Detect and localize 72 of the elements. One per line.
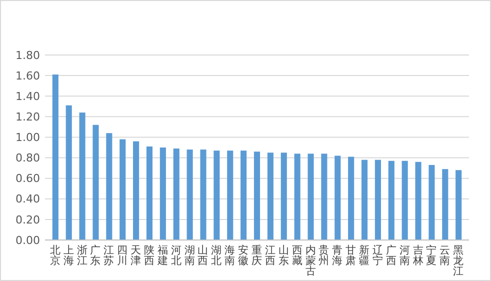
x-tick-label: 河北 — [170, 244, 182, 267]
bar — [52, 74, 58, 240]
bar — [294, 154, 300, 240]
bar — [214, 150, 220, 240]
y-tick-label: 0.20 — [16, 213, 40, 226]
bar — [173, 148, 180, 240]
bar — [66, 105, 72, 240]
bar — [200, 150, 206, 240]
bar — [227, 150, 234, 240]
x-tick-label: 云南 — [440, 244, 451, 267]
bar — [280, 152, 287, 240]
bar — [456, 170, 462, 240]
y-tick-label: 0.80 — [16, 152, 40, 165]
bar — [348, 156, 354, 240]
x-tick-label: 山东 — [278, 244, 290, 267]
bar — [79, 112, 86, 240]
bar — [133, 141, 140, 240]
bar — [388, 160, 394, 240]
x-tick-label: 西藏 — [292, 244, 303, 267]
bar — [442, 169, 448, 240]
x-tick-label: 吉林 — [412, 244, 424, 267]
bar — [321, 154, 328, 240]
bar — [361, 160, 368, 240]
bar — [428, 164, 435, 240]
x-tick-label: 广东 — [90, 244, 102, 267]
y-tick-label: 1.20 — [16, 110, 40, 124]
bar — [240, 150, 247, 240]
bar — [160, 148, 166, 240]
x-tick-label: 湖南 — [184, 244, 196, 267]
x-tick-label: 内蒙古 — [305, 244, 316, 278]
x-tick-label: 青海 — [332, 244, 344, 267]
bar — [267, 152, 274, 240]
y-tick-label: 0.60 — [16, 172, 40, 186]
x-tick-label: 江苏 — [104, 244, 115, 267]
x-tick-label: 黑龙江 — [453, 244, 464, 278]
bar — [374, 160, 381, 240]
bar — [308, 154, 314, 240]
x-tick-label: 辽宁 — [372, 244, 384, 267]
y-tick-label: 0.40 — [16, 192, 40, 206]
bar — [186, 150, 193, 240]
bar — [106, 133, 112, 240]
y-tick-label: 0.00 — [16, 234, 40, 247]
x-tick-label: 湖北 — [211, 244, 222, 267]
x-tick-label: 四川 — [117, 244, 128, 267]
bar — [146, 146, 153, 240]
bar — [92, 124, 99, 240]
x-tick-label: 新疆 — [359, 244, 370, 267]
x-tick-label: 广西 — [386, 244, 397, 267]
x-tick-label: 天津 — [130, 244, 142, 267]
x-tick-label: 陕西 — [144, 244, 155, 267]
x-tick-label: 北京 — [50, 244, 61, 267]
x-tick-label: 江西 — [264, 244, 276, 267]
bar — [334, 156, 341, 240]
bar — [402, 160, 408, 240]
x-tick-label: 重庆 — [252, 244, 262, 267]
y-tick-label: 1.00 — [16, 131, 40, 144]
bar — [254, 152, 260, 240]
x-tick-label: 浙江 — [76, 244, 88, 267]
bar — [415, 162, 422, 240]
x-tick-label: 宁夏 — [426, 244, 438, 267]
x-tick-label: 上海 — [63, 244, 74, 267]
y-tick-label: 1.40 — [16, 90, 40, 103]
y-tick-label: 1.80 — [16, 48, 40, 62]
x-tick-label: 海南 — [224, 244, 236, 267]
x-tick-label: 山西 — [198, 244, 209, 267]
x-tick-label: 福建 — [156, 244, 168, 267]
bar — [120, 139, 126, 240]
y-tick-label: 1.60 — [16, 69, 40, 82]
x-tick-label: 贵州 — [318, 244, 330, 267]
x-tick-label: 河南 — [399, 244, 410, 267]
x-tick-label: 安徽 — [238, 244, 250, 267]
x-tick-label: 甘肃 — [346, 244, 357, 267]
